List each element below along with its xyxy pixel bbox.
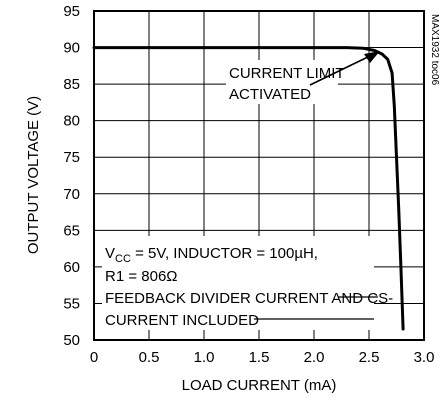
conditions-backing [102,236,374,330]
y-tick-label: 95 [63,3,80,20]
plot-frame [93,10,425,341]
y-tick-label: 60 [63,259,80,276]
chart-id-label: MAX1932 toc06 [429,14,440,86]
x-tick-label: 0 [90,349,98,366]
x-tick-labels: 0 0.5 1.0 1.5 2.0 2.5 3.0 [90,349,435,366]
current-limit-arrow-head [364,51,380,63]
vcc-subscript: CC [115,253,131,265]
y-tick-label: 90 [63,40,80,57]
y-tick-label: 70 [63,186,80,203]
y-tick-label: 75 [63,149,80,166]
y-tick-label: 85 [63,76,80,93]
conditions-line3: FEEDBACK DIVIDER CURRENT AND CS- [105,290,393,307]
current-limit-label-line1: CURRENT LIMIT [229,65,345,82]
x-tick-label: 2.5 [359,349,380,366]
y-tick-label: 55 [63,295,80,312]
x-tick-label: 1.5 [249,349,270,366]
y-tick-labels: 50 55 60 65 70 75 80 85 90 95 [63,3,80,349]
x-tick-label: 0.5 [139,349,160,366]
current-limit-label-line2: ACTIVATED [229,86,311,103]
conditions-line2: R1 = 806Ω [105,268,178,285]
x-tick-label: 2.0 [304,349,325,366]
current-limit-arrow-line [309,54,373,86]
conditions-line1-rest: = 5V, INDUCTOR = 100µH, [131,245,318,262]
vcc-v: V [105,245,115,262]
y-tick-label: 65 [63,222,80,239]
x-tick-label: 3.0 [414,349,435,366]
current-limit-label-backing [226,60,338,104]
output-voltage-curve [92,46,405,331]
x-tick-label: 1.0 [194,349,215,366]
y-axis-title: OUTPUT VOLTAGE (V) [25,96,42,254]
y-tick-label: 50 [63,332,80,349]
conditions-line4: CURRENT INCLUDED [105,312,259,329]
y-tick-label: 80 [63,113,80,130]
conditions-line1: VCC = 5V, INDUCTOR = 100µH, [105,245,318,265]
x-axis-title: LOAD CURRENT (mA) [182,377,337,394]
